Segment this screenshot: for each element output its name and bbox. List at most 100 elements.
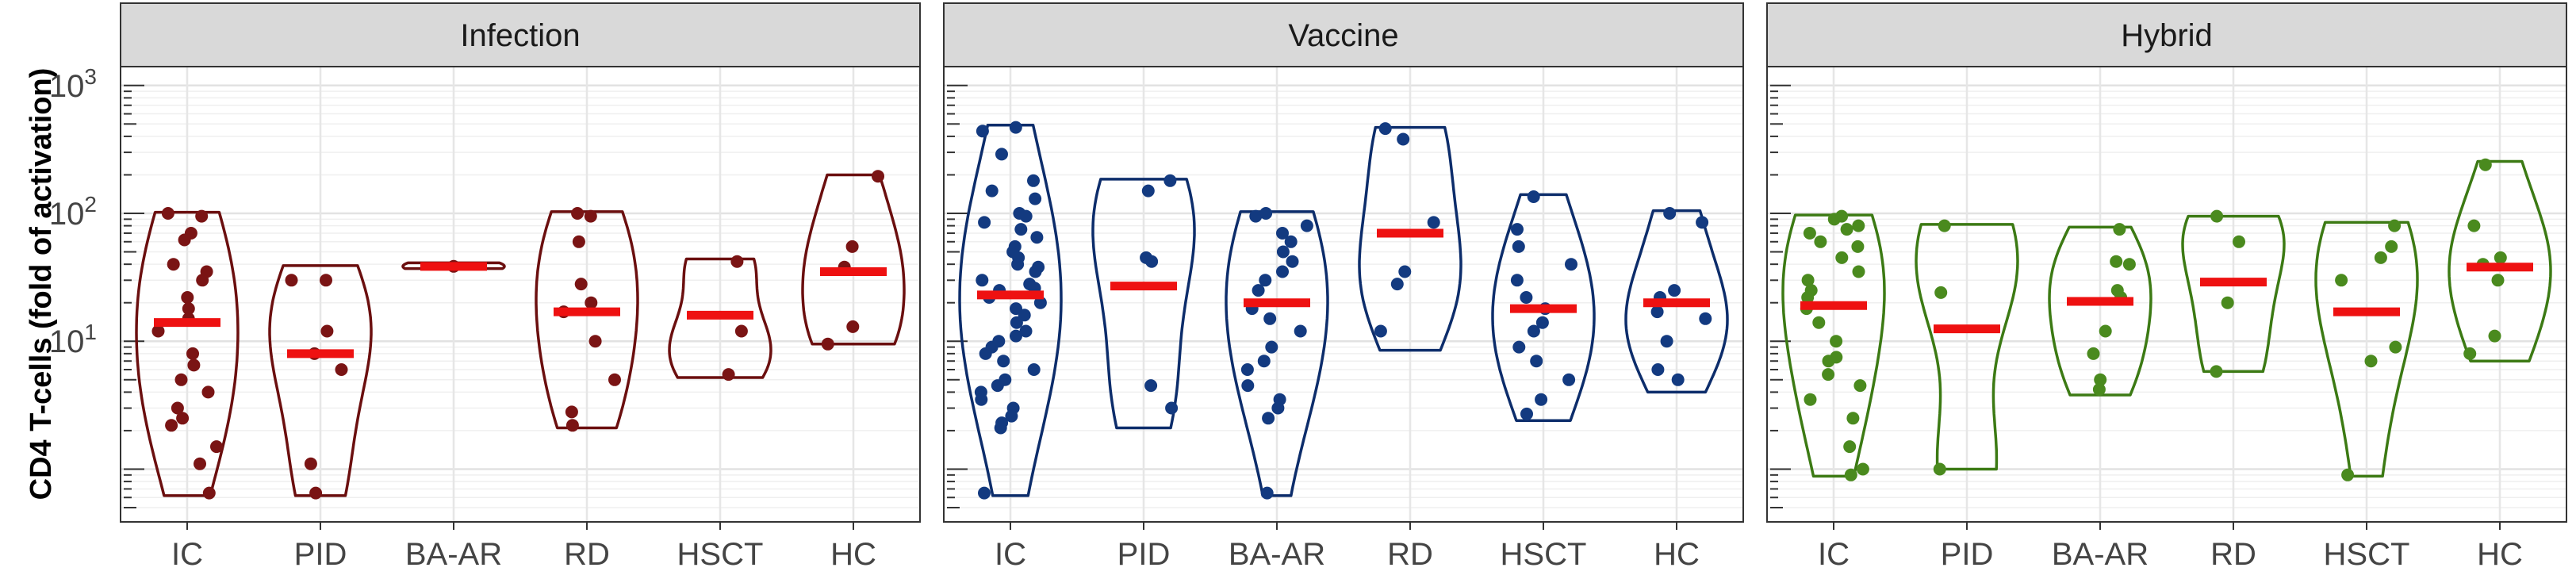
grid [944, 67, 1743, 522]
data-point [1030, 231, 1044, 244]
violin-outline [1491, 193, 1596, 422]
y-tick-exponent: 3 [84, 64, 97, 89]
data-point [846, 320, 860, 333]
data-point [565, 419, 579, 432]
facet-panel-infection: Infection IC PID BA-AR RD HSCT HC [120, 2, 921, 572]
violin-outline [2448, 159, 2552, 362]
data-point [1286, 255, 1299, 268]
annotation-log-ticks [1770, 84, 1791, 508]
data-point [1512, 340, 1526, 354]
data-point [1029, 265, 1042, 278]
data-point [1699, 312, 1712, 325]
x-tick-label: PID [294, 537, 347, 572]
data-point [161, 207, 174, 220]
data-point [821, 337, 834, 351]
data-point [1562, 373, 1576, 386]
data-point [1390, 278, 1404, 291]
data-point [1300, 219, 1313, 232]
violin-outline [2314, 220, 2419, 478]
data-point [304, 457, 317, 470]
data-point [1163, 174, 1177, 187]
panel-background [944, 67, 1743, 522]
y-tick-label: 103 [49, 64, 97, 104]
data-point [1565, 258, 1577, 271]
data-point [1934, 286, 1948, 299]
data-point [1009, 121, 1022, 134]
y-tick-label: 102 [49, 192, 97, 232]
violin-group-hc [801, 170, 906, 351]
violin-group-pid [1091, 174, 1196, 430]
y-tick-exponent: 2 [84, 192, 97, 217]
data-point [2110, 255, 2123, 268]
data-point [2341, 468, 2355, 481]
data-point [1260, 486, 1274, 500]
x-tick-label: PID [1117, 537, 1171, 572]
data-point [975, 393, 988, 406]
data-point [186, 347, 199, 360]
data-point [722, 368, 735, 382]
data-point [167, 258, 180, 271]
data-point [1252, 284, 1265, 297]
x-tick-label: HSCT [1501, 537, 1587, 572]
x-tick-label: IC [171, 537, 203, 572]
data-point [574, 278, 588, 291]
data-point [1853, 379, 1867, 393]
data-point [201, 385, 215, 399]
x-tick-label: BA-AR [2052, 537, 2149, 572]
violin-outline [668, 257, 772, 379]
x-tick-label: RD [564, 537, 610, 572]
data-point [1397, 132, 1410, 146]
violin-group-hsct [668, 255, 772, 382]
data-point [1257, 355, 1271, 368]
x-tick-label: HC [1654, 537, 1700, 572]
data-point [1144, 379, 1158, 393]
data-point [1029, 192, 1042, 205]
x-tick-label: BA-AR [1229, 537, 1325, 572]
facet-strip [943, 2, 1744, 67]
data-point [1801, 274, 1815, 287]
violin-group-pid [1915, 219, 2019, 476]
data-point [997, 355, 1010, 368]
data-point [335, 363, 348, 376]
data-point [1014, 223, 1028, 236]
violin-outline [535, 210, 639, 430]
data-point [1830, 335, 1843, 348]
data-point [1933, 462, 1946, 476]
data-point [1276, 227, 1289, 240]
data-point [1844, 468, 1857, 481]
data-point [1650, 305, 1664, 319]
data-point [176, 412, 190, 425]
violin-outline [1091, 178, 1196, 430]
x-tick-label: IC [995, 537, 1026, 572]
y-tick-base: 10 [49, 324, 85, 359]
panel-border [1766, 66, 2567, 523]
y-tick-base: 10 [49, 69, 85, 104]
data-point [1938, 219, 1951, 232]
x-tick-label: HC [830, 537, 876, 572]
violin-group-rd [2181, 209, 2286, 378]
violin-outline [1225, 210, 1329, 497]
data-point [991, 379, 1004, 393]
data-point [1668, 284, 1681, 297]
data-point [1852, 265, 1865, 278]
data-point [1145, 255, 1159, 268]
data-point [1530, 355, 1543, 368]
violin-outline [2181, 214, 2286, 374]
annotation-log-ticks [124, 84, 144, 508]
data-point [608, 373, 621, 386]
violin-group-hc [2448, 158, 2552, 362]
data-point [1263, 312, 1277, 325]
data-point [2122, 258, 2136, 271]
data-point [1840, 223, 1853, 236]
data-point [1696, 216, 1709, 229]
data-point [1271, 401, 1285, 415]
data-point [320, 274, 332, 287]
facet-panel-hybrid: Hybrid IC PID BA-AR RD HSCT HC [1766, 2, 2567, 572]
violin-group-hc [1624, 207, 1729, 394]
violin-group-hsct [1491, 190, 1596, 422]
violin-outline [2048, 225, 2152, 397]
data-point [1527, 324, 1540, 338]
data-point [2389, 340, 2402, 354]
facet-title: Infection [460, 18, 580, 53]
